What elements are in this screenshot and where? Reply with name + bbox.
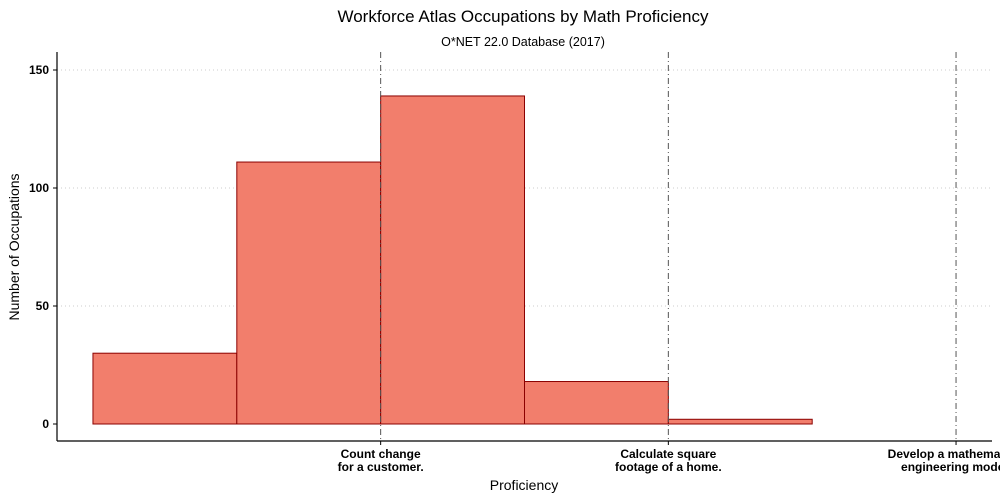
x-tick-label-2: Calculate square footage of a home. — [615, 447, 722, 474]
y-ticks: 0 50 100 150 — [29, 63, 57, 431]
bars — [92, 95, 813, 425]
chart-title: Workforce Atlas Occupations by Math Prof… — [337, 7, 709, 26]
y-tick-label: 100 — [29, 181, 49, 195]
histogram-bar-1 — [92, 352, 238, 425]
y-axis-title: Number of Occupations — [6, 173, 22, 320]
x-ticks: Count change for a customer. Calculate squ… — [338, 441, 1000, 474]
chart-subtitle: O*NET 22.0 Database (2017) — [441, 35, 605, 49]
histogram-bar-3 — [380, 95, 525, 425]
y-tick-label: 150 — [29, 63, 49, 77]
histogram-bar-5 — [667, 418, 813, 425]
histogram-bar-2 — [236, 161, 382, 425]
x-axis-title: Proficiency — [490, 477, 558, 493]
axes — [56, 52, 992, 442]
y-tick-label: 50 — [36, 299, 50, 313]
y-tick-label: 0 — [42, 417, 49, 431]
x-tick-label-1: Count change for a customer. — [338, 447, 424, 474]
x-tick-label-3: Develop a mathematicalengineering model. — [888, 447, 1000, 474]
histogram-bar-4 — [524, 381, 669, 425]
